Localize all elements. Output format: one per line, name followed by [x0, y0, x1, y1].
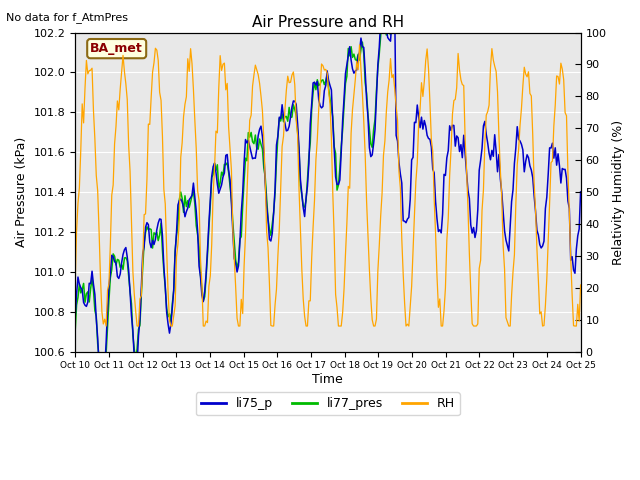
Text: No data for f_AtmPres: No data for f_AtmPres [6, 12, 129, 23]
Text: BA_met: BA_met [90, 42, 143, 55]
X-axis label: Time: Time [312, 373, 343, 386]
Legend: li75_p, li77_pres, RH: li75_p, li77_pres, RH [196, 393, 460, 416]
Title: Air Pressure and RH: Air Pressure and RH [252, 15, 404, 30]
Y-axis label: Relativity Humidity (%): Relativity Humidity (%) [612, 120, 625, 264]
Y-axis label: Air Pressure (kPa): Air Pressure (kPa) [15, 137, 28, 247]
